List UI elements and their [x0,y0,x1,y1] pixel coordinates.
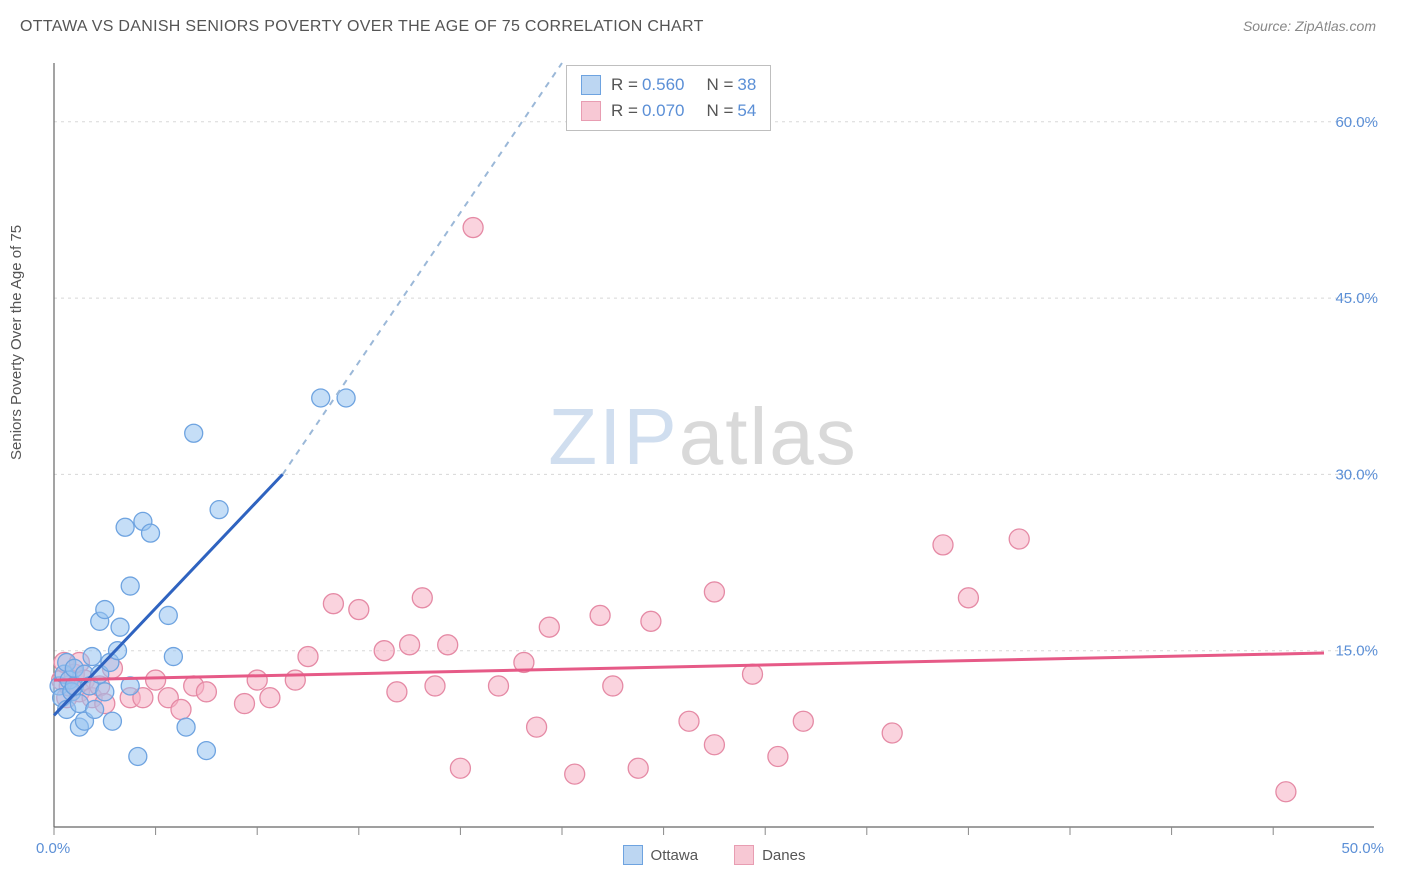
source-label: Source: ZipAtlas.com [1243,18,1376,34]
stat-n-value: 38 [737,75,756,95]
stat-n-label: N = [706,101,733,121]
stat-swatch [581,101,601,121]
svg-text:30.0%: 30.0% [1335,466,1378,483]
chart-title: OTTAWA VS DANISH SENIORS POVERTY OVER TH… [20,18,704,35]
stat-n-value: 54 [737,101,756,121]
stats-legend-box: R = 0.560 N = 38 R = 0.070 N = 54 [566,65,771,131]
svg-text:45.0%: 45.0% [1335,290,1378,307]
svg-text:15.0%: 15.0% [1335,643,1378,660]
y-axis-label: Seniors Poverty Over the Age of 75 [8,225,25,460]
chart-header: OTTAWA VS DANISH SENIORS POVERTY OVER TH… [20,18,1386,48]
legend-label: Danes [762,847,805,864]
correlation-chart: 15.0% 30.0% 45.0% 60.0% [44,55,1384,835]
legend-swatch [623,845,643,865]
stat-swatch [581,75,601,95]
series-legend: Ottawa Danes [44,845,1384,870]
stat-r-value: 0.070 [642,101,685,121]
stat-row: R = 0.070 N = 54 [581,98,756,124]
svg-text:60.0%: 60.0% [1335,114,1378,131]
legend-item: Danes [734,845,805,865]
stat-row: R = 0.560 N = 38 [581,72,756,98]
legend-label: Ottawa [651,847,699,864]
stat-n-label: N = [706,75,733,95]
stat-r-label: R = [611,75,638,95]
stat-r-value: 0.560 [642,75,685,95]
legend-item: Ottawa [623,845,699,865]
x-axis-footer: 0.0% 50.0% Ottawa Danes [44,840,1384,880]
stat-r-label: R = [611,101,638,121]
legend-swatch [734,845,754,865]
